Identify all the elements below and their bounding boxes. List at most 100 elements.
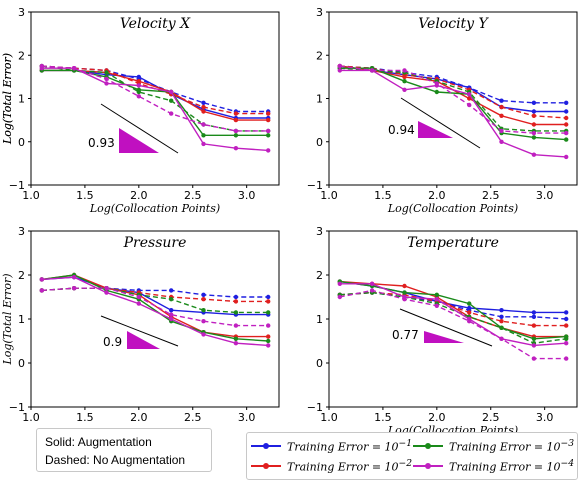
panel-1-ytick-label: 1 bbox=[18, 93, 25, 106]
panel-3-data-point bbox=[104, 290, 109, 295]
panel-2-title: Velocity Y bbox=[418, 16, 489, 32]
panel-3-axes-frame bbox=[30, 230, 280, 408]
panel-4-data-point bbox=[369, 281, 375, 286]
panel-1-data-point bbox=[201, 104, 206, 110]
panel-1-series-line bbox=[41, 67, 269, 152]
panel-4-slope-triangle bbox=[424, 331, 464, 343]
panel-2-slope-triangle bbox=[418, 121, 453, 138]
panel-3-data-point bbox=[169, 297, 174, 302]
panel-4-data-point bbox=[531, 343, 537, 348]
panel-1-data-point bbox=[136, 89, 141, 95]
panel-1-slope-triangle bbox=[119, 128, 159, 153]
panel-4-data-point bbox=[531, 336, 537, 341]
panel-4-data-point bbox=[402, 283, 407, 289]
panel-3-data-point bbox=[266, 294, 271, 300]
panel-4-data-point bbox=[499, 308, 504, 313]
panel-2-data-point bbox=[499, 139, 504, 144]
legend-line-icon bbox=[413, 463, 443, 469]
panel-4-data-point bbox=[434, 297, 439, 302]
panel-4-data-point bbox=[402, 290, 407, 295]
panel-4-ytick-label: 3 bbox=[316, 225, 323, 238]
panel-3-data-point bbox=[169, 288, 174, 293]
panel-4-data-point bbox=[337, 294, 342, 300]
panel-4-ytick-label: 0 bbox=[316, 357, 323, 370]
panel-1-ytick-label: 0 bbox=[18, 136, 25, 149]
panel-3-xtick-label: 1.5 bbox=[76, 411, 94, 424]
panel-4-data-point bbox=[531, 314, 537, 319]
panel-3-data-point bbox=[233, 310, 239, 315]
panel-1-data-point bbox=[169, 98, 174, 103]
panel-4-data-point bbox=[467, 301, 472, 306]
panel-3-data-point bbox=[169, 308, 174, 313]
panel-3-series-line bbox=[41, 276, 269, 347]
panel-4-axes-frame bbox=[328, 230, 578, 408]
panel-3-ytick-label: 2 bbox=[18, 269, 25, 282]
panel-4-xtick-label: 1.0 bbox=[320, 411, 338, 424]
panel-1-xtick-label: 1.5 bbox=[76, 189, 94, 202]
panel-1-data-point bbox=[201, 141, 206, 147]
panel-3-xtick-label: 3.0 bbox=[238, 411, 256, 424]
panel-4-data-point bbox=[564, 356, 569, 361]
panel-3-data-point bbox=[201, 308, 206, 313]
panel-1-data-point bbox=[201, 109, 206, 114]
panel-2-data-point bbox=[531, 122, 537, 127]
panel-1-data-point bbox=[266, 111, 271, 116]
panel-4-series-line bbox=[339, 291, 567, 327]
panel-1-xtick-label: 2.0 bbox=[130, 189, 148, 202]
panel-4-xtick-label: 2.0 bbox=[428, 411, 446, 424]
panel-3-data-point bbox=[39, 277, 44, 282]
panel-3-series-line bbox=[41, 287, 269, 314]
panel-4-xtick-label: 3.0 bbox=[536, 411, 554, 424]
line-style-note: Solid: Augmentation Dashed: No Augmentat… bbox=[36, 428, 212, 472]
panel-2-series-line bbox=[339, 67, 567, 132]
panel-2-axes-frame bbox=[328, 11, 578, 186]
panel-1-data-point bbox=[266, 148, 271, 153]
panel-1-ylabel: Log(Total Error) bbox=[1, 53, 14, 145]
panel-2-data-point bbox=[402, 87, 407, 93]
panel-1-data-point bbox=[233, 128, 239, 134]
panel-4-xtick-label: 1.5 bbox=[374, 411, 392, 424]
panel-3-data-point bbox=[136, 294, 141, 300]
panel-3-data-point bbox=[201, 297, 206, 302]
panel-2-series-line bbox=[339, 65, 567, 119]
panel-1-data-point bbox=[104, 81, 109, 86]
panel-2-data-point bbox=[402, 79, 407, 84]
panel-2-xtick-label: 2.5 bbox=[482, 189, 500, 202]
panel-2-data-point bbox=[337, 63, 342, 69]
panel-2-series-line bbox=[339, 65, 567, 104]
legend-line-icon bbox=[413, 443, 443, 449]
panel-1-data-point bbox=[201, 100, 206, 106]
panel-2-series-line bbox=[339, 67, 567, 141]
legend-label-3: Training Error = 10 bbox=[449, 440, 561, 454]
legend-label-1: Training Error = 10 bbox=[287, 440, 399, 454]
panel-1-slope-reference-line bbox=[100, 103, 179, 154]
panel-2-ytick-label: 1 bbox=[316, 93, 323, 106]
panel-3-data-point bbox=[266, 310, 271, 315]
panel-1-xtick-label: 2.5 bbox=[184, 189, 202, 202]
panel-4-data-point bbox=[564, 316, 569, 322]
panel-4-series-line bbox=[339, 289, 567, 360]
panel-3-data-point bbox=[104, 286, 109, 291]
panel-1-data-point bbox=[136, 83, 141, 88]
panel-3-data-point bbox=[266, 338, 271, 344]
legend-line-icon bbox=[251, 463, 281, 469]
legend-entry-2: Training Error = 10−2 bbox=[251, 457, 412, 475]
panel-2-data-point bbox=[564, 122, 569, 127]
panel-2-data-point bbox=[531, 113, 537, 119]
panel-2-data-point bbox=[467, 92, 472, 97]
panel-2-ytick-label: −1 bbox=[307, 179, 323, 192]
panel-1-series-line bbox=[41, 65, 269, 113]
panel-3-ytick-label: 1 bbox=[18, 313, 25, 326]
legend-label-4: Training Error = 10 bbox=[449, 460, 561, 474]
panel-2-data-point bbox=[434, 81, 439, 86]
note-solid: Solid: Augmentation bbox=[45, 435, 152, 449]
panel-4-data-point bbox=[499, 336, 504, 341]
panel-1-title: Velocity X bbox=[120, 16, 191, 32]
panel-2-slope-reference-line bbox=[400, 97, 481, 149]
panel-1-xtick-label: 1.0 bbox=[22, 189, 40, 202]
panel-2-xtick-label: 1.5 bbox=[374, 189, 392, 202]
panel-3-data-point bbox=[201, 319, 206, 324]
panel-2-ytick-label: 3 bbox=[316, 6, 323, 19]
panel-1-axes-frame bbox=[30, 11, 280, 186]
panel-1-data-point bbox=[266, 133, 271, 138]
